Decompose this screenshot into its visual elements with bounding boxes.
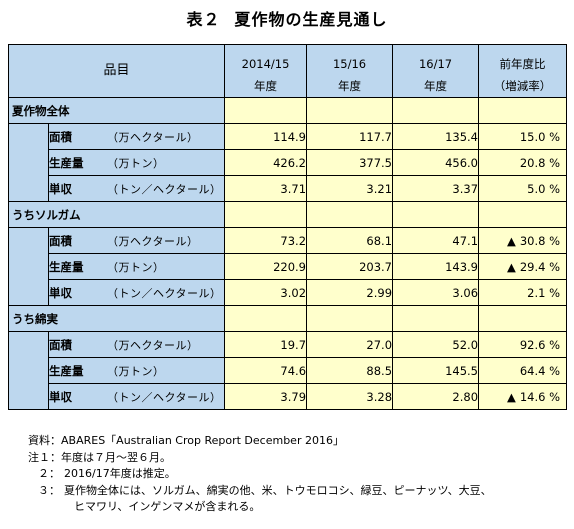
value-2014: 3.79	[224, 383, 308, 410]
row-label: 面積 （万ヘクタール）	[47, 331, 226, 358]
value-2014: 220.9	[224, 253, 308, 280]
value-2016: 2.80	[392, 383, 480, 410]
value-2014: 3.02	[224, 279, 308, 306]
value-2014: 114.9	[224, 123, 308, 150]
table-number: 表２	[186, 10, 221, 29]
header-col-2015: 15/16 年度	[306, 44, 394, 98]
section-row: 夏作物全体	[7, 97, 568, 124]
value-change: 2.1 %	[478, 279, 568, 306]
decrease-triangle-icon: ▲	[506, 233, 516, 248]
value-change: 5.0 %	[478, 175, 568, 202]
value-2014: 74.6	[224, 357, 308, 384]
section-row: うちソルガム	[7, 201, 568, 228]
row-label: 面積 （万ヘクタール）	[47, 123, 226, 150]
section-name: うちソルガム	[7, 201, 226, 228]
row-label: 生産量 （万トン）	[47, 357, 226, 384]
table-row: 生産量 （万トン） 74.6 88.5 145.5 64.4 %	[8, 357, 568, 384]
value-change: 20.8 %	[478, 149, 568, 176]
section-name: 夏作物全体	[7, 97, 226, 124]
row-label: 単収 （トン／ヘクタール）	[47, 383, 226, 410]
value-2016: 145.5	[392, 357, 480, 384]
table-row: 生産量 （万トン） 426.2 377.5 456.0 20.8 %	[8, 149, 568, 176]
section-name: うち綿実	[7, 305, 226, 332]
value-2014: 3.71	[224, 175, 308, 202]
table-row: 生産量 （万トン） 220.9 203.7 143.9 ▲ 29.4 %	[8, 253, 568, 280]
note-1: 注１：年度は７月～翌６月。	[28, 450, 171, 464]
crop-table: 品目 2014/15 年度 15/16 年度 16/17 年度 前年度比 （増減率） 夏…	[7, 44, 568, 410]
row-label: 単収 （トン／ヘクタール）	[47, 175, 226, 202]
value-2016: 3.37	[392, 175, 480, 202]
table-title-text: 夏作物の生産見通し	[234, 10, 388, 29]
note-3: ３： 夏作物全体には、ソルガム、綿実の他、米、トウモロコシ、緑豆、ピーナッツ、大豆…	[38, 483, 492, 497]
value-change: 15.0 %	[478, 123, 568, 150]
value-2016: 3.06	[392, 279, 480, 306]
table-row: 面積 （万ヘクタール） 73.2 68.1 47.1 ▲ 30.8 %	[8, 227, 568, 254]
value-2016: 456.0	[392, 149, 480, 176]
value-change: ▲ 30.8 %	[478, 227, 568, 254]
table-row: 単収 （トン／ヘクタール） 3.79 3.28 2.80 ▲ 14.6 %	[8, 383, 568, 410]
value-2015: 88.5	[306, 357, 394, 384]
header-col-2014: 2014/15 年度	[224, 44, 308, 98]
header-col-change: 前年度比 （増減率）	[478, 44, 568, 98]
value-change: 64.4 %	[478, 357, 568, 384]
value-2016: 135.4	[392, 123, 480, 150]
value-2014: 73.2	[224, 227, 308, 254]
value-2016: 47.1	[392, 227, 480, 254]
decrease-triangle-icon: ▲	[506, 259, 516, 274]
value-2016: 52.0	[392, 331, 480, 358]
value-2015: 3.21	[306, 175, 394, 202]
value-2015: 2.99	[306, 279, 394, 306]
note-source: 資料：ABARES「Australian Crop Report Decembe…	[28, 434, 344, 447]
value-2014: 426.2	[224, 149, 308, 176]
value-2015: 203.7	[306, 253, 394, 280]
header-row: 品目 2014/15 年度 15/16 年度 16/17 年度 前年度比 （増減率）	[7, 44, 568, 98]
notes: 資料：ABARES「Australian Crop Report Decembe…	[28, 433, 492, 516]
value-change: ▲ 29.4 %	[478, 253, 568, 280]
note-3-continued: ヒマワリ、インゲンマメが含まれる。	[74, 500, 261, 513]
table-title: 表２ 夏作物の生産見通し	[0, 6, 574, 30]
value-change: 92.6 %	[478, 331, 568, 358]
value-2016: 143.9	[392, 253, 480, 280]
value-2014: 19.7	[224, 331, 308, 358]
value-2015: 27.0	[306, 331, 394, 358]
row-label: 生産量 （万トン）	[47, 149, 226, 176]
value-2015: 3.28	[306, 383, 394, 410]
table-row: 単収 （トン／ヘクタール） 3.71 3.21 3.37 5.0 %	[8, 175, 568, 202]
header-item: 品目	[7, 44, 226, 98]
table-row: 面積 （万ヘクタール） 19.7 27.0 52.0 92.6 %	[8, 331, 568, 358]
value-2015: 117.7	[306, 123, 394, 150]
table-row: 面積 （万ヘクタール） 114.9 117.7 135.4 15.0 %	[8, 123, 568, 150]
note-2: ２： 2016/17年度は推定。	[38, 467, 176, 480]
row-label: 生産量 （万トン）	[47, 253, 226, 280]
value-2015: 68.1	[306, 227, 394, 254]
header-col-2016: 16/17 年度	[392, 44, 480, 98]
row-label: 単収 （トン／ヘクタール）	[47, 279, 226, 306]
decrease-triangle-icon: ▲	[506, 389, 516, 404]
section-row: うち綿実	[7, 305, 568, 332]
value-2015: 377.5	[306, 149, 394, 176]
table-row: 単収 （トン／ヘクタール） 3.02 2.99 3.06 2.1 %	[8, 279, 568, 306]
value-change: ▲ 14.6 %	[478, 383, 568, 410]
row-label: 面積 （万ヘクタール）	[47, 227, 226, 254]
